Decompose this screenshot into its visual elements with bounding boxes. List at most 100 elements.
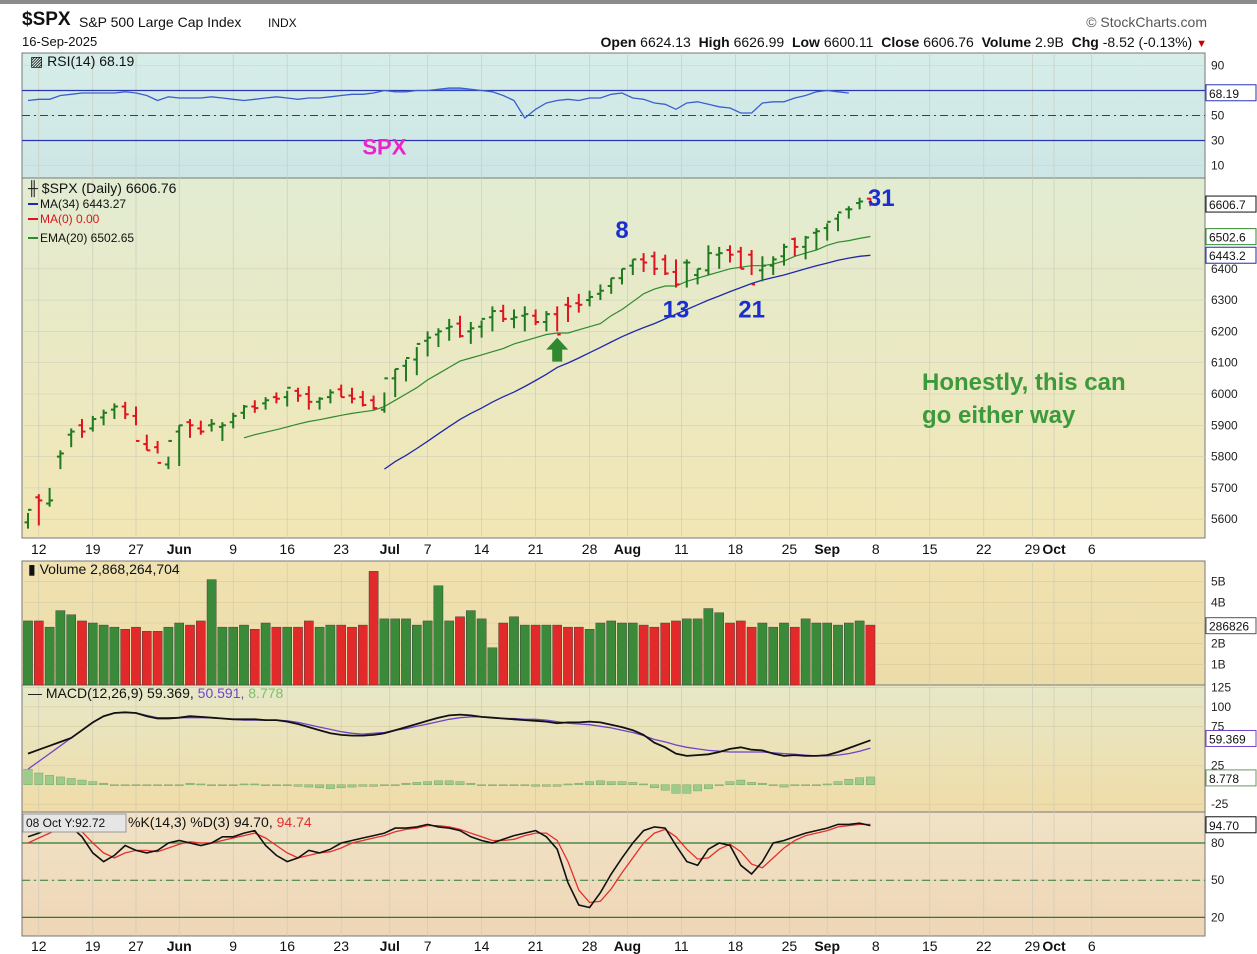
price-ytick: 5600 bbox=[1211, 512, 1238, 526]
ohlc-value-volume: 2.9B bbox=[1035, 34, 1072, 50]
price-bar bbox=[812, 228, 820, 250]
macd-histogram-bar bbox=[293, 784, 303, 787]
price-bar bbox=[542, 311, 550, 332]
price-panel bbox=[21, 177, 1206, 539]
volume-legend: ▮ Volume 2,868,264,704 bbox=[28, 561, 180, 577]
volume-bar bbox=[271, 626, 282, 686]
x-axis-label-top: 16 bbox=[279, 541, 295, 557]
price-bar bbox=[586, 290, 594, 307]
price-bar bbox=[769, 256, 777, 276]
price-bar bbox=[683, 259, 691, 288]
price-bar bbox=[596, 284, 604, 301]
volume-bar bbox=[509, 616, 519, 686]
volume-bar bbox=[131, 626, 141, 686]
brand-logo[interactable]: © StockCharts.com bbox=[1086, 14, 1207, 30]
macd-histogram-bar bbox=[380, 784, 389, 786]
price-close-tag: 6606.7 bbox=[1209, 198, 1246, 212]
ema-value-tag-box bbox=[1205, 228, 1257, 246]
volume-bar bbox=[44, 626, 55, 686]
volume-bar bbox=[800, 618, 811, 686]
volume-bar bbox=[617, 622, 627, 686]
x-axis-label-bottom: 23 bbox=[333, 938, 349, 954]
price-bar bbox=[564, 296, 572, 322]
price-bar bbox=[748, 250, 756, 286]
price-bar bbox=[413, 342, 421, 376]
volume-bar bbox=[217, 626, 228, 686]
price-bar bbox=[240, 404, 248, 420]
ema-value-tag: 6502.6 bbox=[1209, 231, 1246, 245]
copyright-icon: © bbox=[1086, 14, 1101, 30]
macd-panel bbox=[21, 684, 1206, 813]
price-ytick: 5700 bbox=[1211, 481, 1238, 495]
crosshair-readout: 08 Oct Y:92.72 bbox=[26, 816, 105, 830]
macd-histogram-bar bbox=[682, 784, 692, 794]
ohlc-label-open: Open bbox=[600, 34, 641, 50]
x-axis-label-top: 6 bbox=[1088, 541, 1096, 557]
volume-bar bbox=[466, 610, 476, 686]
volume-bar bbox=[282, 626, 293, 686]
volume-bar bbox=[822, 622, 832, 686]
price-bar bbox=[251, 400, 259, 413]
volume-bar bbox=[520, 624, 530, 686]
indicator-legend-1: MA(0) 0.00 bbox=[40, 212, 100, 226]
volume-bar bbox=[682, 618, 692, 686]
volume-bar bbox=[239, 624, 249, 686]
volume-bar bbox=[606, 620, 616, 686]
x-axis-label-top: 12 bbox=[31, 541, 47, 557]
price-bar bbox=[607, 277, 615, 294]
price-bar bbox=[845, 206, 853, 219]
volume-bar bbox=[865, 624, 876, 686]
volume-ytick: 4B bbox=[1211, 595, 1226, 609]
x-axis-label-bottom: 19 bbox=[85, 938, 101, 954]
chart-date: 16-Sep-2025 bbox=[22, 34, 98, 49]
macd-histogram-bar bbox=[693, 784, 703, 792]
volume-bar bbox=[779, 622, 789, 686]
rsi-overbought-fill bbox=[28, 88, 849, 91]
window-top-border bbox=[0, 0, 1257, 4]
macd-histogram-bar bbox=[142, 784, 152, 786]
volume-bar bbox=[368, 571, 379, 686]
volume-ytick: 2B bbox=[1211, 637, 1226, 651]
macd-histogram-bar bbox=[855, 777, 865, 785]
macd-histogram-bar bbox=[790, 784, 800, 786]
symbol-title: $SPX bbox=[22, 9, 71, 30]
ohlc-value-low: 6600.11 bbox=[823, 34, 882, 50]
rsi-value-tag-box bbox=[1205, 84, 1257, 102]
x-axis-label-bottom: 25 bbox=[782, 938, 798, 954]
stoch-legend-k: 94.70, bbox=[234, 814, 277, 830]
volume-bar bbox=[34, 620, 44, 686]
volume-bar bbox=[444, 620, 455, 686]
price-bar bbox=[348, 387, 356, 404]
macd-histogram-bar bbox=[617, 781, 627, 785]
macd-histogram-bar bbox=[207, 784, 216, 786]
volume-bar bbox=[671, 620, 681, 686]
price-bar bbox=[434, 328, 442, 348]
price-bar bbox=[294, 387, 302, 402]
ma-value-tag: 6443.2 bbox=[1209, 249, 1246, 263]
volume-bar bbox=[141, 631, 152, 686]
macd-histogram-bar bbox=[585, 781, 595, 785]
rsi-line bbox=[27, 87, 849, 119]
volume-bar bbox=[476, 618, 487, 686]
macd-histogram-bar bbox=[174, 784, 184, 786]
volume-bar bbox=[77, 620, 87, 686]
brand-text: StockCharts.com bbox=[1100, 14, 1207, 30]
macd-histogram-bar bbox=[358, 784, 368, 787]
macd-histogram-bar bbox=[822, 783, 832, 786]
macd-histogram-bar bbox=[650, 784, 659, 789]
stoch-ytick: 20 bbox=[1211, 910, 1225, 924]
macd-histogram-bar bbox=[304, 784, 314, 788]
price-bar bbox=[391, 367, 399, 398]
ohlc-value-open: 6624.13 bbox=[640, 34, 699, 50]
macd-histogram-bar bbox=[228, 784, 238, 786]
macd-histogram-bar bbox=[833, 781, 843, 785]
volume-bar bbox=[412, 624, 422, 686]
macd-histogram-bar bbox=[109, 784, 119, 786]
price-bar bbox=[424, 331, 432, 357]
price-bar bbox=[305, 386, 313, 410]
x-axis-label-top: 21 bbox=[528, 541, 544, 557]
macd-histogram-bar bbox=[261, 784, 270, 786]
volume-bar bbox=[649, 626, 660, 686]
volume-bar bbox=[249, 629, 260, 686]
